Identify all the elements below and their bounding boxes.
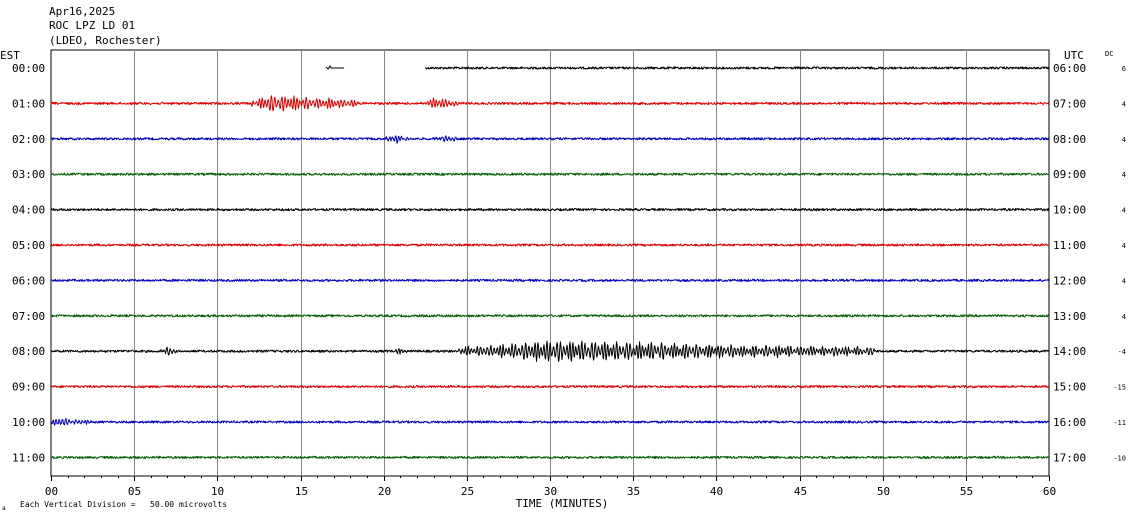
x-tick-label: 45 — [794, 485, 807, 498]
left-timezone-label: EST — [0, 49, 20, 62]
x-tick-label: 35 — [627, 485, 640, 498]
station-label: ROC LPZ LD 01 — [49, 19, 136, 32]
dc-offset-label: 4 — [1122, 242, 1126, 250]
x-tick-label: 20 — [378, 485, 391, 498]
dc-offset-label: 4 — [1122, 171, 1126, 179]
dc-offset-label: -10 — [1113, 454, 1126, 462]
utc-time-label: 10:00 — [1053, 204, 1086, 217]
seismic-trace — [50, 208, 1050, 212]
est-time-label: 03:00 — [12, 168, 45, 181]
seismic-trace — [50, 172, 1050, 176]
seismic-trace — [50, 314, 1050, 318]
dc-offset-label: 4 — [1122, 136, 1126, 144]
utc-time-label: 09:00 — [1053, 168, 1086, 181]
seismic-trace — [50, 340, 1050, 362]
dc-offset-label: -4 — [1118, 348, 1126, 356]
utc-time-label: 12:00 — [1053, 274, 1086, 287]
x-tick-label: 40 — [710, 485, 723, 498]
x-tick-label: 15 — [295, 485, 308, 498]
utc-time-label: 17:00 — [1053, 451, 1086, 464]
est-time-label: 08:00 — [12, 345, 45, 358]
seismic-trace — [424, 66, 1050, 70]
x-tick-label: 25 — [461, 485, 474, 498]
utc-time-label: 15:00 — [1053, 381, 1086, 394]
x-tick-label: 00 — [45, 485, 58, 498]
est-time-label: 11:00 — [12, 451, 45, 464]
est-time-label: 07:00 — [12, 310, 45, 323]
seismic-trace — [50, 278, 1050, 282]
x-tick-label: 10 — [211, 485, 224, 498]
utc-time-label: 11:00 — [1053, 239, 1086, 252]
dc-offset-label: 4 — [1122, 100, 1126, 108]
x-tick-label: 30 — [544, 485, 557, 498]
x-axis-title: TIME (MINUTES) — [516, 497, 609, 510]
right-timezone-label: UTC — [1064, 49, 1084, 62]
utc-time-label: 14:00 — [1053, 345, 1086, 358]
seismic-trace — [50, 385, 1050, 389]
est-time-label: 05:00 — [12, 239, 45, 252]
x-tick-label: 50 — [877, 485, 890, 498]
utc-time-label: 16:00 — [1053, 416, 1086, 429]
est-time-label: 02:00 — [12, 133, 45, 146]
seismic-trace — [50, 135, 1050, 144]
seismic-trace — [50, 95, 1050, 112]
utc-time-label: 08:00 — [1053, 133, 1086, 146]
seismic-trace — [50, 417, 1050, 426]
corner-mark: a — [2, 505, 6, 512]
utc-time-label: 06:00 — [1053, 62, 1086, 75]
x-tick-label: 60 — [1043, 485, 1056, 498]
time-marker — [325, 65, 345, 70]
seismic-trace — [50, 243, 1050, 247]
dc-offset-label: 6 — [1122, 65, 1126, 73]
utc-time-label: 07:00 — [1053, 97, 1086, 110]
est-time-label: 10:00 — [12, 416, 45, 429]
dc-offset-label: 4 — [1122, 207, 1126, 215]
dc-offset-label: -11 — [1113, 419, 1126, 427]
est-time-label: 09:00 — [12, 381, 45, 394]
network-label: (LDEO, Rochester) — [49, 34, 162, 47]
x-tick-label: 55 — [960, 485, 973, 498]
est-time-label: 06:00 — [12, 274, 45, 287]
seismic-trace — [50, 455, 1050, 459]
utc-time-label: 13:00 — [1053, 310, 1086, 323]
vertical-division-footnote: Each Vertical Division = 50.00 microvolt… — [20, 500, 227, 509]
est-time-label: 04:00 — [12, 204, 45, 217]
est-time-label: 01:00 — [12, 97, 45, 110]
date-label: Apr16,2025 — [49, 5, 116, 18]
x-tick-label: 05 — [128, 485, 141, 498]
dc-header-label: DC — [1105, 50, 1113, 58]
est-time-label: 00:00 — [12, 62, 45, 75]
dc-offset-label: 4 — [1122, 277, 1126, 285]
dc-offset-label: -15 — [1113, 384, 1126, 392]
dc-offset-label: 4 — [1122, 313, 1126, 321]
